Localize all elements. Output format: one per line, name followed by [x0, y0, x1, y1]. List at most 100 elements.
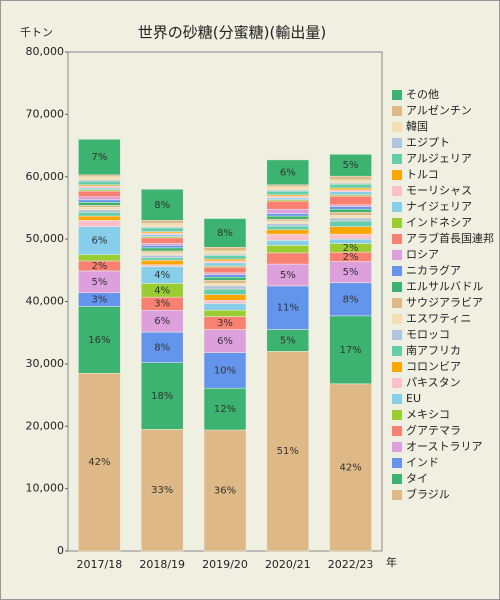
bar-segment [329, 233, 372, 240]
share-label: 18% [151, 391, 173, 402]
bar-segment [329, 189, 372, 192]
legend-swatch [392, 458, 402, 468]
bar-segment [140, 243, 184, 246]
share-label: 4% [154, 270, 170, 281]
bar-segment [266, 220, 310, 224]
legend-label: エスワティニ [406, 312, 471, 325]
y-tick-label: 10,000 [26, 482, 65, 495]
bar-segment [78, 139, 121, 176]
legend-swatch [392, 202, 402, 212]
share-label: 7% [91, 152, 107, 163]
legend-swatch [392, 394, 402, 404]
x-tick-label: 2020/21 [265, 558, 311, 571]
legend-swatch [392, 266, 402, 276]
bar-segment [266, 223, 310, 227]
bar-segment [203, 285, 247, 290]
bar-segment [203, 294, 247, 301]
y-tick-label: 70,000 [26, 107, 65, 120]
legend-swatch [392, 378, 402, 388]
share-label: 6% [280, 167, 296, 178]
bar-segment [78, 187, 121, 191]
legend-swatch [392, 218, 402, 228]
bar-segment [329, 183, 372, 189]
legend-label: コロンビア [406, 360, 461, 373]
bar-segment [266, 215, 310, 220]
legend-swatch [392, 330, 402, 340]
legend-label: その他 [406, 88, 439, 101]
bar-segment [266, 245, 310, 254]
bar-segment [203, 387, 247, 431]
share-label: 42% [88, 457, 110, 468]
bar-segment [140, 429, 184, 552]
bar-segment [266, 184, 310, 187]
bar-segment [266, 186, 310, 191]
bar-segment [140, 227, 184, 232]
legend-swatch [392, 154, 402, 164]
legend-label: アラブ首長国連邦 [406, 231, 494, 245]
bar-segment [266, 233, 310, 241]
bar-segment [329, 191, 372, 196]
bar-segment [140, 234, 184, 237]
y-tick-label: 80,000 [26, 45, 65, 58]
bar-segment [140, 223, 184, 227]
legend-swatch [392, 298, 402, 308]
share-label: 8% [217, 228, 233, 239]
legend-swatch [392, 474, 402, 484]
bar-segment [203, 250, 247, 255]
legend-swatch [392, 250, 402, 260]
bar-segment [266, 190, 310, 196]
bar-segment [78, 220, 121, 227]
bar-segment [78, 199, 121, 203]
bar-segment [140, 220, 184, 224]
bar-segment [266, 252, 310, 265]
bar-segment [266, 285, 310, 330]
bar-segment [140, 188, 184, 221]
bar-segment [329, 154, 372, 177]
bar-segment [329, 195, 372, 206]
bar-segment [78, 190, 121, 197]
legend-label: ニカラグア [406, 263, 461, 277]
legend-swatch [392, 314, 402, 324]
bar-segment [78, 176, 121, 181]
bar-segment [140, 250, 184, 254]
legend-label: EU [406, 392, 421, 405]
legend-label: モロッコ [406, 328, 450, 341]
bar-segment [329, 220, 372, 227]
x-tick-label: 2018/19 [139, 558, 185, 571]
bar-segment [78, 185, 121, 189]
share-label: 8% [154, 342, 170, 353]
legend-label: オーストラリア [406, 440, 482, 453]
bar-segment [203, 272, 247, 275]
bar-segment [78, 196, 121, 201]
legend-label: アルジェリア [406, 152, 472, 165]
bar-segment [266, 200, 310, 210]
legend-label: パキスタン [406, 376, 461, 389]
share-label: 5% [343, 160, 359, 171]
legend-label: エルサルバドル [406, 280, 483, 293]
bar-segment [203, 246, 247, 252]
legend-label: ナイジェリア [406, 200, 472, 213]
share-label: 5% [280, 335, 296, 346]
legend-label: アルゼンチン [406, 104, 472, 117]
bar-segment [78, 180, 121, 186]
share-label: 10% [214, 365, 236, 376]
y-unit: 千トン [20, 26, 53, 39]
bar-segment [140, 245, 184, 249]
share-label: 6% [91, 236, 107, 247]
bar-segment [329, 208, 372, 213]
bar-segment [266, 195, 310, 199]
share-label: 4% [154, 285, 170, 296]
legend-label: 韓国 [406, 120, 428, 133]
bar-segment [266, 229, 310, 235]
bar-segment [329, 238, 372, 244]
share-label: 11% [277, 303, 299, 314]
y-tick-label: 60,000 [26, 170, 65, 183]
legend-label: インド [406, 456, 439, 469]
legend-label: モーリシャス [406, 184, 472, 197]
share-label: 3% [154, 299, 170, 310]
legend-label: エジプト [406, 136, 450, 149]
bar-segment [140, 255, 184, 259]
bar-segment [140, 362, 184, 430]
x-unit: 年 [386, 555, 397, 569]
bar-segment [203, 276, 247, 281]
